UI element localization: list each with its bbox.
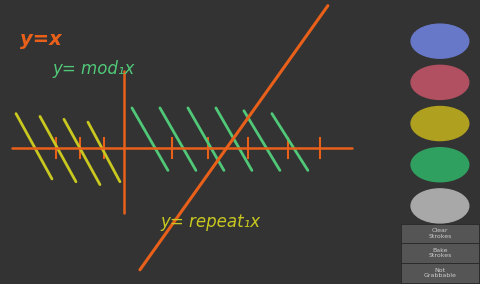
Text: Clear
Strokes: Clear Strokes (428, 228, 452, 239)
Ellipse shape (411, 65, 469, 99)
Ellipse shape (411, 148, 469, 182)
Text: Not
Grabbable: Not Grabbable (423, 268, 456, 278)
Ellipse shape (411, 24, 469, 58)
Text: Bake
Strokes: Bake Strokes (428, 248, 452, 258)
Text: y= repeat₁x: y= repeat₁x (160, 213, 260, 231)
Text: y= mod₁x: y= mod₁x (52, 60, 134, 78)
FancyBboxPatch shape (401, 263, 479, 283)
Ellipse shape (411, 106, 469, 141)
Text: y=x: y=x (20, 30, 62, 49)
FancyBboxPatch shape (401, 243, 479, 263)
FancyBboxPatch shape (401, 224, 479, 243)
Ellipse shape (411, 189, 469, 223)
